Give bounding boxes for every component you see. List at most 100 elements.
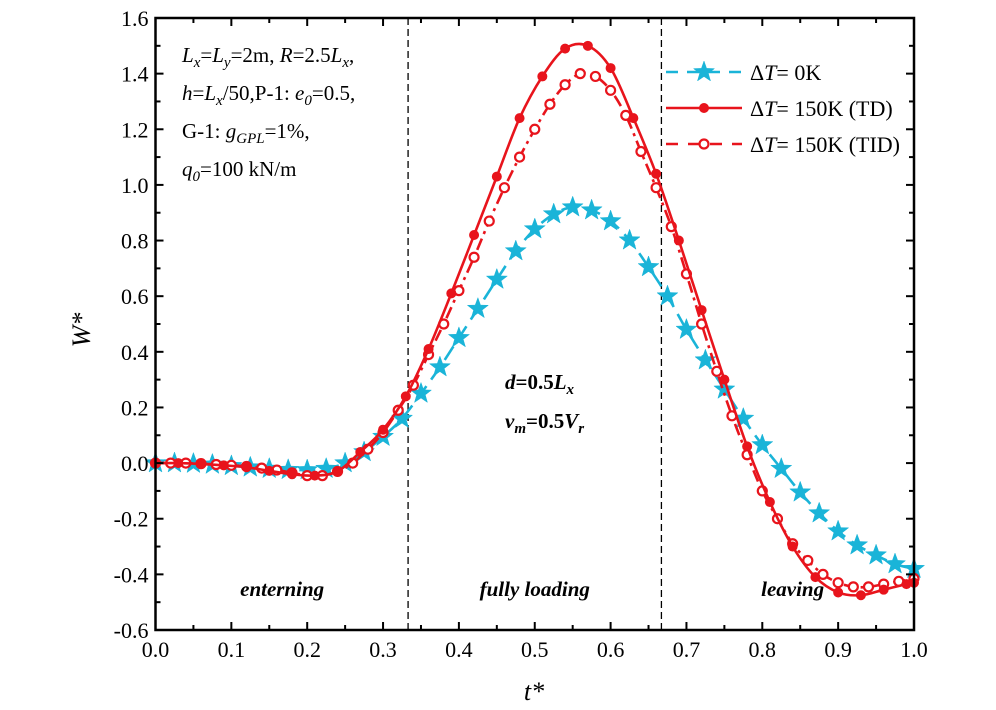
- data-point: [378, 424, 389, 435]
- y-axis-title: W*: [67, 313, 96, 348]
- y-tick-label: 0.4: [121, 340, 149, 365]
- data-point: [447, 326, 471, 348]
- series-1: [150, 40, 919, 601]
- series-2: [149, 68, 920, 593]
- y-tick-label: -0.4: [114, 562, 149, 587]
- data-point: [514, 113, 525, 124]
- data-point: [846, 533, 869, 555]
- data-point: [466, 296, 490, 319]
- data-point: [491, 171, 502, 182]
- x-tick-label: 0.1: [218, 637, 246, 662]
- data-point: [826, 519, 850, 541]
- param-line-2: h=Lx/50,P-1: e0=0.5,: [182, 81, 355, 109]
- y-tick-label: 0.6: [121, 284, 149, 309]
- data-point: [751, 433, 774, 455]
- data-point: [589, 70, 602, 83]
- y-tick-label: 1.2: [121, 117, 149, 142]
- y-tick-label: 1.0: [121, 173, 149, 198]
- data-point: [883, 552, 907, 574]
- data-point: [580, 198, 603, 220]
- data-point: [560, 43, 571, 54]
- data-point: [469, 229, 480, 240]
- data-point: [651, 168, 662, 179]
- legend-marker: [698, 138, 710, 150]
- legend-label: ΔT= 150K (TD): [750, 96, 893, 121]
- data-point: [468, 251, 480, 263]
- y-tick-label: 1.6: [121, 6, 149, 31]
- data-point: [787, 541, 798, 552]
- data-point: [196, 458, 207, 469]
- data-point: [618, 228, 641, 250]
- x-axis: 0.0 0.1 0.2 0.3 0.4 0.5 0.6 0.7 0.8 0.9 1.0: [142, 18, 928, 662]
- data-point: [628, 113, 639, 124]
- data-point: [483, 215, 495, 227]
- region-labels: enterning fully loading leaving: [240, 577, 824, 601]
- case-line-1: d=0.5Lx: [505, 370, 575, 398]
- data-point: [696, 305, 707, 316]
- data-point: [582, 40, 593, 51]
- x-tick-label: 0.6: [597, 637, 625, 662]
- parameters-annotation: Lx=Ly=2m, R=2.5Lx, h=Lx/50,P-1: e0=0.5, …: [181, 43, 355, 185]
- data-point: [523, 217, 546, 239]
- data-point: [605, 63, 616, 74]
- y-tick-label: -0.2: [114, 507, 149, 532]
- legend-label: ΔT= 0K: [750, 60, 821, 85]
- data-point: [637, 255, 660, 277]
- data-point: [355, 446, 366, 457]
- x-tick-label: 0.4: [445, 637, 473, 662]
- data-point: [529, 123, 541, 135]
- legend: ΔT= 0K ΔT= 150K (TD) ΔT= 150K (TID): [666, 60, 900, 157]
- data-point: [400, 391, 411, 402]
- data-point: [446, 288, 457, 299]
- x-axis-title: t*: [524, 677, 544, 706]
- data-point: [264, 465, 275, 476]
- legend-marker: [692, 60, 716, 82]
- param-line-3: G-1: gGPL=1%,: [182, 119, 310, 147]
- data-point: [855, 590, 866, 601]
- y-tick-label: 0.2: [121, 395, 149, 420]
- data-point: [833, 587, 844, 598]
- param-line-4: q0=100 kN/m: [182, 157, 296, 185]
- x-tick-label: 0.5: [521, 637, 549, 662]
- data-point: [802, 554, 814, 567]
- data-point: [218, 460, 229, 471]
- data-point: [808, 501, 831, 523]
- data-point: [537, 71, 548, 82]
- data-point: [862, 581, 875, 593]
- series-layer: [144, 40, 926, 601]
- data-point: [544, 98, 556, 110]
- y-tick-label: 1.4: [121, 62, 149, 87]
- data-point: [332, 466, 343, 477]
- data-point: [770, 456, 793, 479]
- data-point: [504, 239, 527, 261]
- legend-label: ΔT= 150K (TID): [750, 132, 900, 157]
- y-tick-label: -0.6: [114, 618, 149, 643]
- data-point: [559, 79, 571, 91]
- data-point: [673, 235, 684, 246]
- data-point: [173, 458, 184, 469]
- data-point: [675, 317, 698, 340]
- data-point: [513, 151, 526, 163]
- region-label: enterning: [240, 577, 324, 601]
- data-point: [599, 209, 622, 231]
- data-point: [287, 469, 298, 480]
- x-tick-label: 0.9: [824, 637, 852, 662]
- region-divider-lines: [407, 18, 663, 630]
- data-point: [574, 68, 586, 80]
- data-point: [561, 195, 584, 217]
- x-tick-label: 1.0: [900, 637, 928, 662]
- data-point: [847, 581, 859, 593]
- param-line-1: Lx=Ly=2m, R=2.5Lx,: [181, 43, 354, 71]
- y-tick-label: 0.0: [121, 451, 149, 476]
- x-tick-label: 0.0: [142, 637, 170, 662]
- legend-item: ΔT= 150K (TD): [666, 96, 893, 121]
- data-point: [604, 84, 617, 96]
- x-tick-label: 0.3: [369, 637, 397, 662]
- data-point: [635, 145, 647, 158]
- data-point: [428, 355, 452, 377]
- x-tick-label: 0.8: [749, 637, 777, 662]
- x-tick-label: 0.2: [293, 637, 321, 662]
- case-line-2: vm=0.5Vr: [505, 409, 584, 437]
- data-point: [485, 267, 509, 289]
- data-point: [309, 470, 320, 481]
